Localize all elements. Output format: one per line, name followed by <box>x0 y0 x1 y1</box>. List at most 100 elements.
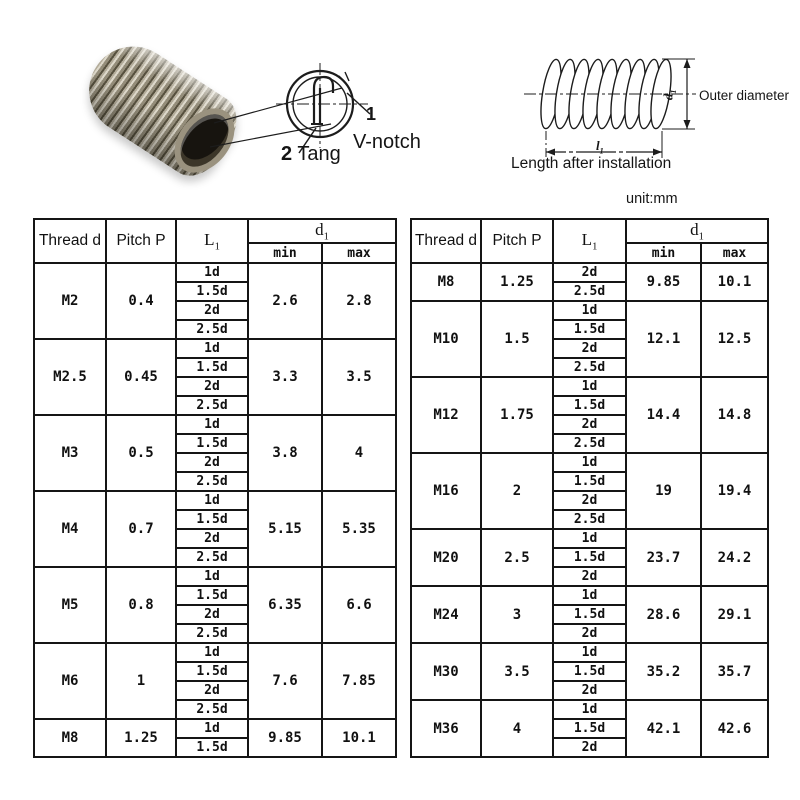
l1-length-cell: 1d <box>175 490 249 512</box>
l1-length-cell: 2d <box>552 680 627 702</box>
spec-row: 2d <box>34 680 396 702</box>
spec-row: M6 1 1d 7.6 7.85 <box>33 642 398 721</box>
l1-length-cell: 1d <box>175 566 249 588</box>
d1-min-cell: 3.3 <box>247 338 323 417</box>
d1-max-cell: 4 <box>320 414 398 493</box>
l1-length-cell: 2d <box>175 376 249 398</box>
spec-row: 2.5d <box>411 433 768 455</box>
d1-min-cell: 35.2 <box>625 642 702 702</box>
d1-max-cell: 19.4 <box>699 452 770 531</box>
pitch-cell: 4 <box>480 699 554 759</box>
l1-length-cell: 1d <box>552 300 627 322</box>
l1-dimension-label: l1 <box>596 138 604 156</box>
spec-row: M4 0.7 1d 5.15 5.35 <box>33 490 398 569</box>
l1-length-cell: 1.5d <box>175 585 249 607</box>
spec-row: 2.5d <box>411 281 768 303</box>
spec-row: 1.5d <box>411 547 768 569</box>
thread-spec-table-left: Thread d Pitch P L1 d1 min max M2 0.4 1d 2.… <box>33 217 398 759</box>
thread-size-cell: M24 <box>410 585 482 645</box>
d1-min-cell: 7.6 <box>247 642 323 721</box>
d1-max-cell: 42.6 <box>699 699 770 759</box>
spec-row: 1.5d <box>411 661 768 683</box>
spec-row: M30 3.5 1d 35.2 35.7 <box>410 642 770 702</box>
l1-length-cell: 1d <box>552 376 627 398</box>
col-header-d1: d1 <box>246 217 398 245</box>
l1-length-cell: 1.5d <box>552 661 627 683</box>
d1-max-cell: 14.8 <box>699 376 770 455</box>
pitch-cell: 0.8 <box>105 566 177 645</box>
l1-length-cell: 2d <box>175 528 249 550</box>
pitch-cell: 0.7 <box>105 490 177 569</box>
l1-length-cell: 2.5d <box>552 509 627 531</box>
spec-row: M16 2 1d 19 19.4 <box>410 452 770 531</box>
pitch-cell: 1.5 <box>480 300 554 379</box>
pitch-cell: 1.25 <box>480 262 554 303</box>
spec-row: M3 0.5 1d 3.8 4 <box>33 414 398 493</box>
pitch-cell: 3.5 <box>480 642 554 702</box>
spec-row: 1.5d <box>411 471 768 493</box>
v-notch-label: V-notch <box>353 131 421 153</box>
d1-min-cell: 6.35 <box>247 566 323 645</box>
d1-min-cell: 23.7 <box>625 528 702 588</box>
thread-size-cell: M12 <box>410 376 482 455</box>
spec-row: 2d <box>34 604 396 626</box>
col-header-pitch: Pitch P <box>480 217 554 265</box>
l1-length-cell: 1.5d <box>175 509 249 531</box>
l1-length-cell: 1d <box>552 528 627 550</box>
thread-size-cell: M16 <box>410 452 482 531</box>
d1-min-cell: 3.8 <box>247 414 323 493</box>
d1-min-cell: 2.6 <box>247 262 323 341</box>
spec-row: 1.5d <box>34 737 396 759</box>
l1-length-cell: 2d <box>552 566 627 588</box>
side-view-diagram <box>524 58 696 158</box>
l1-length-cell: 1d <box>175 414 249 436</box>
thread-size-cell: M5 <box>33 566 107 645</box>
spec-table-body: M2 0.4 1d 2.6 2.8 1.5d 2d 2.5d M2.5 0.45 1d 3.3 3.5 1… <box>33 262 398 759</box>
spec-row: M2.5 0.45 1d 3.3 3.5 <box>33 338 398 417</box>
l1-length-cell: 1.5d <box>552 395 627 417</box>
spec-row: M36 4 1d 42.1 42.6 <box>410 699 770 759</box>
col-header-min: min <box>625 242 702 265</box>
spec-row: 2.5d <box>34 395 396 417</box>
d1-min-cell: 28.6 <box>625 585 702 645</box>
d1-max-cell: 7.85 <box>320 642 398 721</box>
d1-min-cell: 14.4 <box>625 376 702 455</box>
d1-max-cell: 2.8 <box>320 262 398 341</box>
l1-length-cell: 2.5d <box>175 699 249 721</box>
unit-label: unit:mm <box>626 191 678 207</box>
d1-max-cell: 12.5 <box>699 300 770 379</box>
spec-row: 2d <box>34 300 396 322</box>
l1-length-cell: 1d <box>552 585 627 607</box>
l1-length-cell: 2d <box>175 604 249 626</box>
l1-length-cell: 1.5d <box>175 281 249 303</box>
col-header-max: max <box>320 242 398 265</box>
l1-length-cell: 2.5d <box>175 471 249 493</box>
l1-dimension <box>546 148 662 156</box>
spec-row: 1.5d <box>34 433 396 455</box>
spec-row: 1.5d <box>34 281 396 303</box>
col-header-l1: L1 <box>175 217 249 265</box>
d1-min-cell: 9.85 <box>247 718 323 759</box>
pitch-cell: 2 <box>480 452 554 531</box>
col-header-min: min <box>247 242 323 265</box>
spec-row: 2.5d <box>34 471 396 493</box>
l1-length-cell: 1.5d <box>552 718 627 740</box>
l1-length-cell: 2.5d <box>175 623 249 645</box>
thread-size-cell: M8 <box>33 718 107 759</box>
spec-row: 2d <box>34 376 396 398</box>
d1-min-cell: 5.15 <box>247 490 323 569</box>
d1-dimension <box>683 59 691 129</box>
spec-row: 2d <box>34 452 396 474</box>
d1-max-cell: 24.2 <box>699 528 770 588</box>
spec-row: 1.5d <box>411 395 768 417</box>
d1-min-cell: 12.1 <box>625 300 702 379</box>
l1-length-cell: 1d <box>175 338 249 360</box>
l1-length-cell: 1.5d <box>175 737 249 759</box>
l1-length-cell: 1d <box>552 699 627 721</box>
l1-length-cell: 2d <box>175 452 249 474</box>
l1-length-cell: 2.5d <box>552 357 627 379</box>
l1-length-cell: 2d <box>175 680 249 702</box>
thread-size-cell: M30 <box>410 642 482 702</box>
pitch-cell: 1 <box>105 642 177 721</box>
l1-length-cell: 2d <box>552 338 627 360</box>
